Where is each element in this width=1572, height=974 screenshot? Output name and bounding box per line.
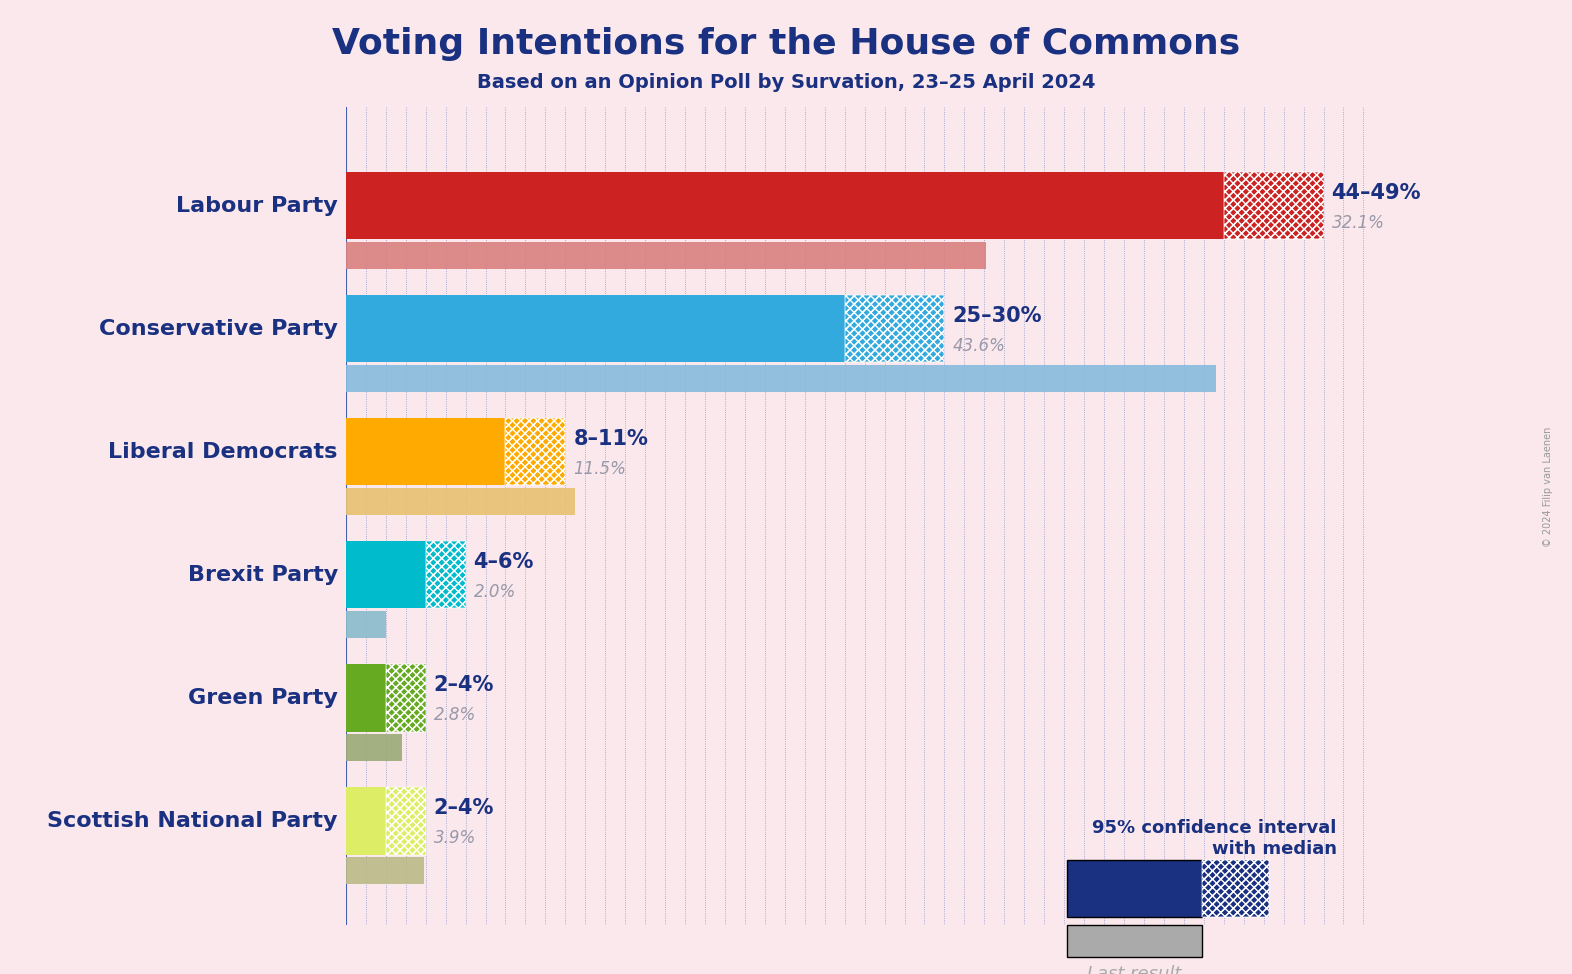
Bar xyxy=(844,295,945,362)
Bar xyxy=(426,541,465,609)
Bar xyxy=(346,541,426,609)
Text: Last result: Last result xyxy=(1088,965,1182,974)
Text: 43.6%: 43.6% xyxy=(953,337,1005,355)
Text: 32.1%: 32.1% xyxy=(1331,213,1385,232)
Bar xyxy=(426,541,465,609)
Text: 2.8%: 2.8% xyxy=(434,706,476,724)
Bar xyxy=(385,664,426,731)
Bar xyxy=(385,664,426,731)
Bar xyxy=(844,295,945,362)
Text: 11.5%: 11.5% xyxy=(574,460,626,478)
Bar xyxy=(385,787,426,854)
FancyBboxPatch shape xyxy=(1201,860,1269,918)
Text: 95% confidence interval
with median: 95% confidence interval with median xyxy=(1093,819,1336,858)
Bar xyxy=(385,664,426,731)
Bar xyxy=(346,857,424,884)
Bar xyxy=(506,418,566,485)
Bar xyxy=(506,418,566,485)
Bar xyxy=(346,734,402,761)
Text: Green Party: Green Party xyxy=(189,688,338,708)
Bar xyxy=(844,295,945,362)
Bar xyxy=(346,664,385,731)
Bar xyxy=(1223,171,1324,240)
Bar xyxy=(346,242,986,269)
Bar xyxy=(506,418,566,485)
Text: Voting Intentions for the House of Commons: Voting Intentions for the House of Commo… xyxy=(332,27,1240,60)
Text: Conservative Party: Conservative Party xyxy=(99,318,338,339)
Text: Based on an Opinion Poll by Survation, 23–25 April 2024: Based on an Opinion Poll by Survation, 2… xyxy=(476,73,1096,93)
Bar xyxy=(346,295,844,362)
Bar xyxy=(385,787,426,854)
FancyBboxPatch shape xyxy=(1067,860,1201,918)
Bar xyxy=(346,365,1215,392)
Bar xyxy=(346,171,1223,240)
FancyBboxPatch shape xyxy=(1067,925,1201,956)
Bar xyxy=(346,787,385,854)
Text: Liberal Democrats: Liberal Democrats xyxy=(108,441,338,462)
Bar xyxy=(1223,171,1324,240)
Bar xyxy=(385,787,426,854)
Text: Labour Party: Labour Party xyxy=(176,196,338,215)
Bar xyxy=(1223,171,1324,240)
Text: Scottish National Party: Scottish National Party xyxy=(47,810,338,831)
Text: 25–30%: 25–30% xyxy=(953,306,1042,326)
Text: © 2024 Filip van Laenen: © 2024 Filip van Laenen xyxy=(1544,427,1553,547)
Bar xyxy=(346,418,506,485)
Bar xyxy=(426,541,465,609)
Text: 2.0%: 2.0% xyxy=(473,582,516,601)
Bar xyxy=(346,611,385,638)
Text: 4–6%: 4–6% xyxy=(473,552,534,573)
Text: 44–49%: 44–49% xyxy=(1331,183,1421,204)
Text: 2–4%: 2–4% xyxy=(434,799,494,818)
Text: Brexit Party: Brexit Party xyxy=(187,565,338,584)
Text: 8–11%: 8–11% xyxy=(574,430,648,449)
Text: 3.9%: 3.9% xyxy=(434,829,476,847)
Bar xyxy=(346,488,575,515)
Text: 2–4%: 2–4% xyxy=(434,675,494,695)
